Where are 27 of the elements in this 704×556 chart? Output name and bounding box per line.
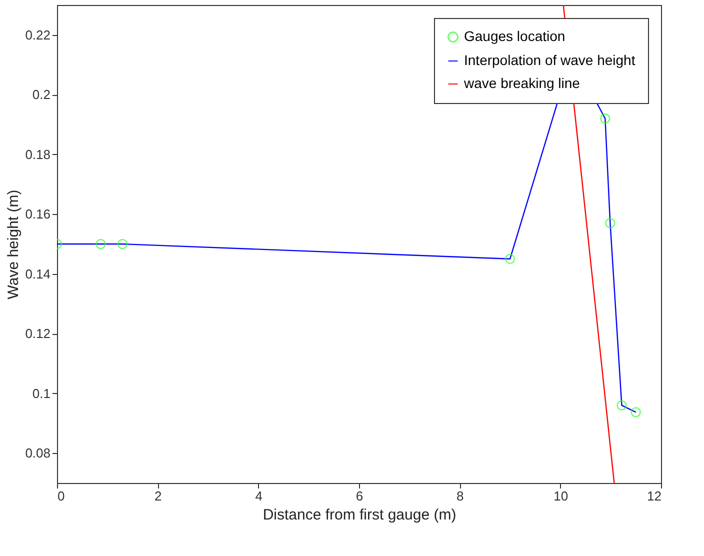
y-tick-label: 0.18 [25,146,50,162]
legend-label: Gauges location [464,28,566,44]
y-tick-label: 0.2 [32,87,50,102]
point [616,400,627,410]
point [117,238,128,250]
x-tick-label: 0 [58,488,65,504]
x-axis-title: Distance from first gauge (m) [262,506,456,524]
point [630,407,641,418]
point [504,254,516,264]
legend-label: wave breaking line [463,75,580,91]
x-tick-label: 6 [356,488,364,504]
x-tick-label: 4 [255,488,262,504]
x-tick-label: 8 [456,488,464,504]
legend-label: Interpolation of wave height [464,52,636,68]
y-tick-label: 0.22 [25,27,50,42]
y-tick-label: 0.14 [25,266,50,282]
point [600,113,610,124]
y-axis-title: Wave height (m) [5,190,22,300]
point [96,238,106,250]
y-tick-label: 0.1 [32,386,50,401]
x-tick-label: 2 [154,488,162,504]
y-tick-label: 0.12 [25,326,50,342]
y-tick-label: 0.16 [25,206,50,222]
y-tick-label: 0.08 [25,446,50,461]
point [605,218,616,228]
x-tick-label: 10 [554,488,568,504]
x-tick-label: 12 [647,488,662,504]
